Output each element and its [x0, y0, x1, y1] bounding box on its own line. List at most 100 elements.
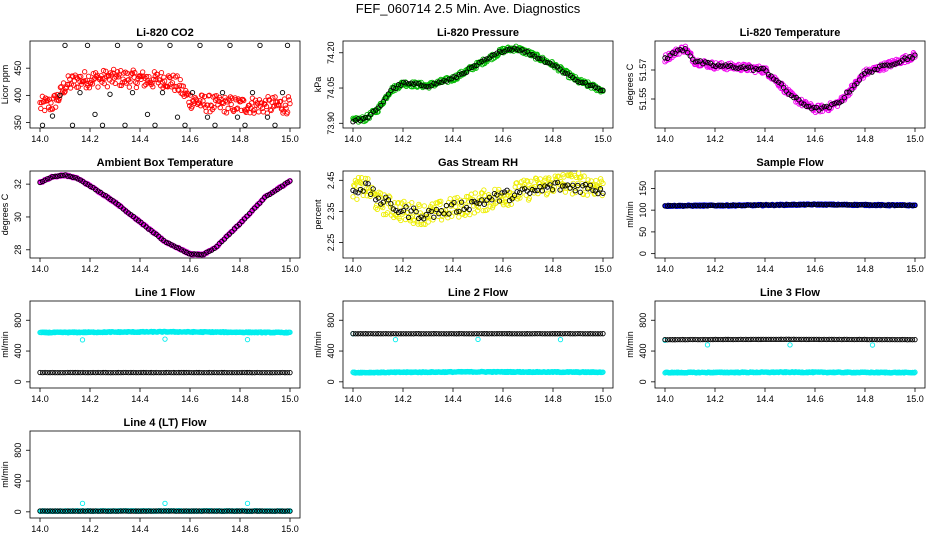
data-point: [113, 369, 119, 376]
data-point: [549, 331, 556, 337]
data-point: [748, 64, 754, 70]
panel-title: Line 3 Flow: [760, 287, 820, 299]
data-point: [801, 336, 807, 343]
data-point: [251, 508, 258, 514]
data-point: [537, 183, 543, 190]
data-point: [526, 195, 532, 201]
data-series: [37, 369, 293, 376]
panel-title: Line 1 Flow: [135, 287, 195, 299]
data-point: [403, 331, 409, 337]
data-point: [400, 207, 407, 214]
data-point: [236, 369, 243, 376]
data-point: [823, 202, 830, 208]
data-point: [562, 183, 568, 189]
data-point: [191, 251, 197, 257]
data-point: [55, 173, 61, 179]
data-point: [476, 59, 482, 66]
data-point: [745, 202, 751, 208]
data-point: [73, 74, 79, 80]
data-point: [899, 336, 906, 343]
data-point: [56, 97, 62, 104]
data-point: [486, 331, 493, 337]
x-tick-label: 15.0: [594, 134, 612, 144]
x-tick-label: 14.0: [656, 394, 674, 404]
data-point: [264, 114, 271, 120]
data-point: [864, 68, 870, 74]
data-point: [60, 172, 66, 179]
data-point: [58, 84, 64, 90]
data-point: [60, 88, 66, 94]
data-point: [82, 508, 89, 514]
data-point: [456, 214, 462, 220]
data-point: [710, 62, 716, 69]
data-point: [889, 336, 895, 343]
data-point: [204, 370, 210, 376]
data-point: [400, 331, 407, 337]
data-point: [907, 336, 913, 343]
data-point: [471, 63, 477, 69]
data-point: [438, 208, 445, 214]
data-point: [224, 369, 230, 376]
data-point: [555, 173, 561, 179]
data-point: [441, 331, 447, 337]
data-point: [745, 64, 751, 70]
data-point: [803, 202, 810, 208]
data-point: [378, 102, 384, 109]
data-point: [753, 202, 759, 208]
data-point: [517, 48, 523, 54]
data-point: [597, 186, 604, 192]
data-point: [458, 199, 465, 205]
data-point: [869, 202, 875, 208]
data-point: [249, 90, 256, 96]
data-point: [529, 331, 535, 337]
x-tick-label: 14.0: [31, 264, 49, 274]
data-point: [582, 181, 588, 188]
data-point: [145, 369, 152, 376]
data-point: [697, 203, 704, 209]
data-point: [217, 105, 223, 111]
data-point: [733, 202, 739, 208]
data-point: [793, 201, 799, 208]
x-tick-label: 14.0: [344, 134, 362, 144]
panel-title: Li-820 Pressure: [437, 27, 519, 39]
data-point: [204, 249, 210, 255]
data-point: [189, 90, 196, 96]
data-point: [856, 336, 863, 343]
data-point: [189, 104, 195, 110]
data-point: [871, 202, 878, 208]
data-point: [902, 55, 908, 61]
data-point: [390, 331, 397, 337]
data-point: [554, 331, 561, 337]
data-point: [85, 73, 92, 79]
data-point: [775, 202, 782, 208]
data-point: [748, 336, 754, 343]
data-point: [193, 251, 200, 257]
data-point: [700, 336, 706, 343]
data-point: [174, 73, 180, 79]
data-point: [234, 106, 240, 112]
data-point: [86, 85, 93, 91]
data-point: [401, 198, 407, 205]
data-point: [365, 115, 371, 121]
data-point: [600, 87, 606, 93]
data-point: [52, 92, 58, 98]
data-point: [585, 186, 591, 192]
data-point: [240, 96, 246, 103]
data-point: [690, 336, 696, 343]
data-point: [519, 331, 525, 337]
data-point: [421, 216, 427, 222]
data-point: [528, 178, 534, 184]
data-point: [95, 369, 101, 376]
data-point: [685, 336, 691, 343]
data-point: [849, 202, 855, 208]
data-point: [75, 176, 81, 182]
data-point: [793, 336, 799, 343]
data-point: [360, 115, 366, 122]
data-point: [421, 331, 427, 337]
data-point: [844, 202, 850, 208]
plot-frame: [342, 300, 614, 389]
data-point: [831, 202, 837, 208]
data-point: [110, 70, 116, 76]
data-point: [143, 369, 149, 376]
data-point: [72, 175, 79, 181]
